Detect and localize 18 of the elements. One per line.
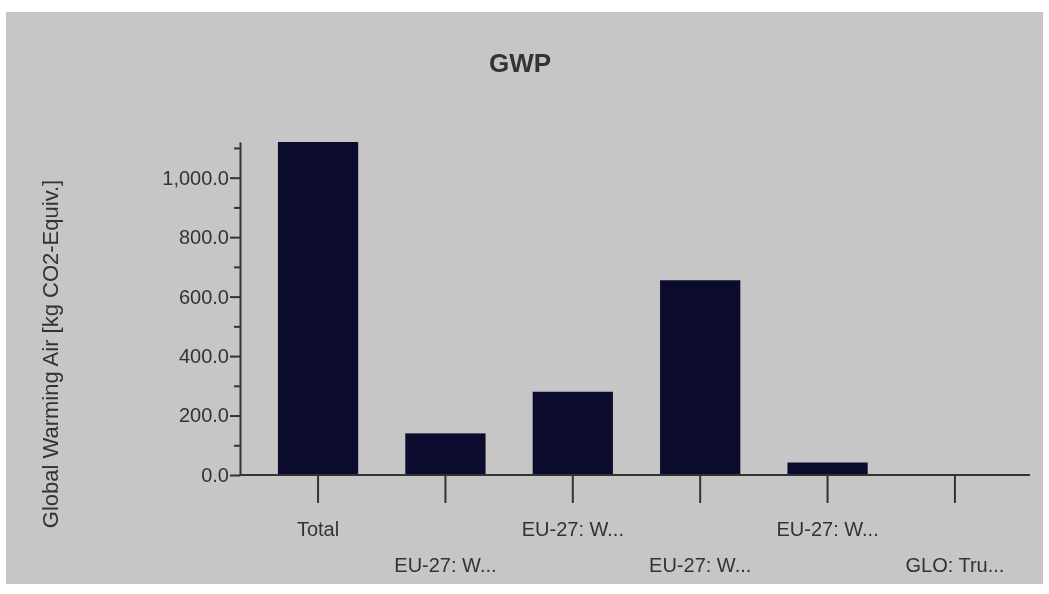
y-tick-label: 400.0 — [178, 344, 229, 367]
x-tick-label: EU-27: W... — [649, 554, 752, 576]
x-tick-label: EU-27: W... — [776, 518, 879, 540]
chart-title: GWP — [488, 48, 552, 78]
bar — [277, 142, 359, 475]
bar — [405, 433, 486, 475]
x-tick-label: Total — [296, 518, 340, 540]
y-tick-label: 0.0 — [201, 463, 229, 486]
x-tick-label: EU-27: W... — [394, 554, 497, 576]
y-tick-label: 1,000.0 — [162, 166, 229, 189]
bar — [660, 280, 741, 475]
x-tick-label: EU-27: W... — [521, 518, 624, 540]
y-tick-label: 200.0 — [178, 404, 229, 427]
y-tick-label: 800.0 — [178, 226, 229, 249]
y-axis-title: Global Warming Air [kg CO2-Equiv.] — [38, 179, 63, 529]
bar — [532, 391, 613, 475]
y-tick-label: 600.0 — [178, 285, 229, 308]
x-tick-label: GLO: Tru... — [905, 554, 1005, 576]
